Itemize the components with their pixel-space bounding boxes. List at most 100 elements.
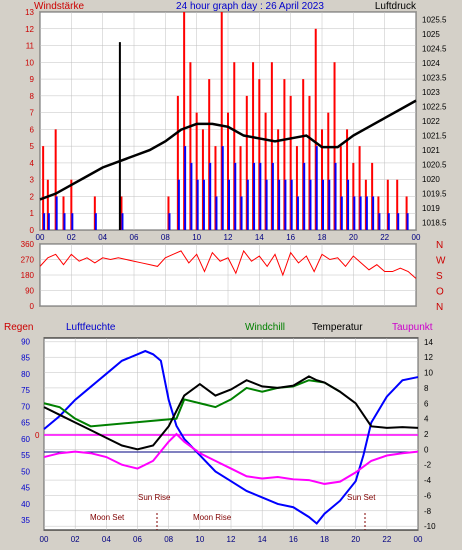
wind-speed-tick: 10: [25, 58, 34, 67]
sunset-label: Sun Set: [347, 493, 376, 502]
time-tick: 22: [382, 535, 391, 544]
time-tick: 08: [164, 535, 173, 544]
graph-title: 24 hour graph day : 26 April 2023: [176, 1, 324, 12]
temperature-tick: -10: [424, 522, 436, 531]
pressure-tick: 1023.5: [422, 73, 447, 82]
wind-pressure-time-axis: 00 02 04 06 08 10 12 14 16 18 20 22 00: [36, 233, 421, 242]
time-tick: 14: [255, 233, 264, 242]
time-tick: 18: [320, 535, 329, 544]
temperature-tick: 0: [424, 445, 429, 454]
temperature-tick: -4: [424, 476, 432, 485]
pressure-tick: 1020.5: [422, 161, 447, 170]
time-tick: 12: [224, 233, 233, 242]
temperature-tick: 4: [424, 415, 429, 424]
compass-label: O: [436, 287, 444, 298]
temperatur-label: Temperatur: [312, 322, 363, 333]
wind-speed-tick: 2: [30, 192, 35, 201]
time-tick: 06: [130, 233, 139, 242]
temperature-tick: -6: [424, 491, 432, 500]
pressure-tick: 1021.5: [422, 132, 447, 141]
dewpoint-line: [43, 432, 419, 485]
temperature-tick: 14: [424, 338, 433, 347]
humidity-tick: 65: [21, 419, 30, 428]
temperature-tick: 2: [424, 430, 429, 439]
humidity-tick: 50: [21, 467, 30, 476]
time-tick: 08: [161, 233, 170, 242]
wind-speed-tick: 11: [26, 42, 35, 51]
wind-speed-tick: 13: [25, 8, 34, 17]
pressure-tick: 1022.5: [422, 102, 447, 111]
wind-speed-tick: 3: [30, 176, 35, 185]
direction-tick: 0: [30, 302, 35, 311]
humidity-axis: 35 40 45 50 55 60 65 70 75 80 85 90: [21, 337, 30, 525]
pressure-tick: 1024: [422, 59, 440, 68]
wind-speed-tick: 5: [30, 142, 35, 151]
direction-tick: 90: [25, 287, 34, 296]
time-tick: 06: [133, 535, 142, 544]
compass-label: N: [436, 240, 443, 251]
compass-label: S: [436, 271, 443, 282]
time-tick: 20: [349, 233, 358, 242]
time-tick: 16: [289, 535, 298, 544]
pressure-tick: 1019: [422, 204, 440, 213]
pressure-tick: 1018.5: [422, 219, 447, 228]
humidity-tick: 90: [21, 337, 30, 346]
moonset-label: Moon Set: [90, 513, 125, 522]
time-tick: 10: [192, 233, 201, 242]
humidity-tick: 55: [21, 451, 30, 460]
temperature-tick: 10: [424, 369, 433, 378]
time-tick: 04: [102, 535, 111, 544]
humidity-tick: 80: [21, 370, 30, 379]
humidity-tick: 35: [21, 516, 30, 525]
time-tick: 10: [195, 535, 204, 544]
windchill-line: [43, 379, 341, 428]
wind-speed-tick: 0: [30, 226, 35, 235]
sunrise-label: Sun Rise: [138, 493, 171, 502]
humidity-tick: 85: [21, 354, 30, 363]
wind-speed-tick: 12: [25, 25, 34, 34]
rain-zero-label: 0: [35, 431, 40, 440]
time-tick: 00: [414, 535, 423, 544]
wind-direction-axis: 0 90 180 270 360: [21, 240, 35, 311]
wind-speed-tick: 8: [30, 92, 35, 101]
wind-speed-tick: 6: [30, 125, 35, 134]
wind-direction-line: [39, 249, 417, 279]
humidity-line: [43, 349, 419, 525]
pressure-tick: 1024.5: [422, 44, 447, 53]
humidity-tick: 75: [21, 386, 30, 395]
temperature-tick: 8: [424, 384, 429, 393]
wind-direction-grid: [39, 243, 417, 307]
taupunkt-label: Taupunkt: [392, 322, 433, 333]
regen-label: Regen: [4, 322, 33, 333]
time-tick: 04: [98, 233, 107, 242]
temperature-axis: -10 -8 -6 -4 -2 0 2 4 6 8 10 12 14: [424, 338, 436, 531]
temperature-tick: -8: [424, 507, 432, 516]
compass-label: W: [436, 256, 446, 267]
temp-time-axis: 00 02 04 06 08 10 12 14 16 18 20 22 00: [40, 535, 423, 544]
time-tick: 02: [71, 535, 80, 544]
direction-tick: 270: [21, 256, 35, 265]
wind-average-series: [43, 146, 409, 230]
temperature-tick: 6: [424, 399, 429, 408]
luftfeuchte-label: Luftfeuchte: [66, 322, 116, 333]
time-tick: 18: [318, 233, 327, 242]
time-tick: 12: [227, 535, 236, 544]
humidity-tick: 40: [21, 500, 30, 509]
time-tick: 00: [36, 233, 45, 242]
wind-speed-tick: 1: [30, 209, 35, 218]
wind-speed-tick: 7: [30, 109, 35, 118]
time-tick: 02: [67, 233, 76, 242]
pressure-tick: 1022: [422, 117, 440, 126]
pressure-tick: 1023: [422, 88, 440, 97]
pressure-tick: 1020: [422, 175, 440, 184]
time-tick: 16: [286, 233, 295, 242]
windstaerke-label: Windstärke: [34, 1, 84, 12]
pressure-tick: 1025: [422, 30, 440, 39]
time-tick: 14: [258, 535, 267, 544]
pressure-tick: 1025.5: [422, 15, 447, 24]
direction-tick: 360: [21, 240, 35, 249]
direction-tick: 180: [21, 271, 35, 280]
